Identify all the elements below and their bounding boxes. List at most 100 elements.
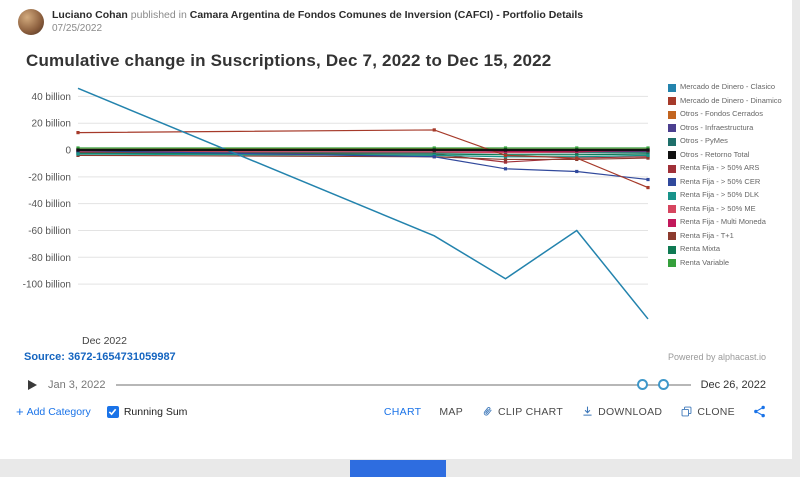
- tab-chart[interactable]: CHART: [384, 406, 421, 418]
- svg-text:40 billion: 40 billion: [32, 92, 71, 103]
- legend-item[interactable]: Renta Variable: [668, 257, 788, 267]
- svg-text:-20 billion: -20 billion: [28, 172, 71, 183]
- plus-icon: +: [16, 403, 24, 419]
- legend-item[interactable]: Otros - PyMes: [668, 136, 788, 146]
- download-button[interactable]: DOWNLOAD: [581, 405, 662, 418]
- legend-label: Otros - Infraestructura: [680, 122, 754, 132]
- running-sum-label: Running Sum: [123, 405, 188, 418]
- published-in-text: published in: [130, 9, 187, 21]
- legend-item[interactable]: Renta Fija - > 50% ARS: [668, 163, 788, 173]
- svg-text:-80 billion: -80 billion: [28, 253, 71, 264]
- clip-chart-label: CLIP CHART: [498, 405, 564, 418]
- svg-text:-100 billion: -100 billion: [23, 280, 71, 291]
- legend-item[interactable]: Renta Fija - T+1: [668, 230, 788, 240]
- toolbar-right: CHART MAP CLIP CHART DOWNLOAD: [384, 405, 766, 418]
- legend-label: Otros - PyMes: [680, 136, 728, 145]
- toolbar-left: + Add Category Running Sum: [16, 403, 188, 419]
- legend-swatch: [668, 164, 676, 173]
- svg-text:-60 billion: -60 billion: [28, 226, 71, 237]
- legend-item[interactable]: Otros - Infraestructura: [668, 122, 788, 132]
- legend-swatch: [668, 178, 676, 186]
- publish-date: 07/25/2022: [52, 23, 103, 34]
- legend-label: Renta Variable: [680, 257, 730, 267]
- header: Luciano Cohan published in Camara Argent…: [0, 0, 792, 35]
- running-sum-toggle[interactable]: Running Sum: [106, 405, 188, 418]
- legend-swatch: [668, 124, 676, 132]
- legend-swatch: [668, 97, 676, 105]
- legend-item[interactable]: Renta Fija - > 50% CER: [668, 176, 788, 186]
- legend-label: Renta Fija - Multi Moneda: [680, 217, 766, 226]
- legend-item[interactable]: Renta Fija - > 50% DLK: [668, 190, 788, 200]
- tab-map[interactable]: MAP: [439, 406, 463, 418]
- add-category-button[interactable]: + Add Category: [16, 403, 91, 419]
- clip-chart-button[interactable]: CLIP CHART: [481, 405, 563, 418]
- svg-text:Dec 2022: Dec 2022: [82, 335, 127, 347]
- clone-icon: [681, 406, 692, 417]
- legend-label: Renta Fija - > 50% DLK: [680, 190, 759, 199]
- timeline-track-line: [115, 384, 691, 386]
- legend-item[interactable]: Renta Mixta: [668, 244, 788, 254]
- paperclip-icon: [483, 407, 492, 416]
- legend-swatch: [668, 137, 676, 146]
- legend-item[interactable]: Renta Fija - Multi Moneda: [668, 217, 788, 227]
- chart-area: 40 billion 20 billion 0 -20 billion -40 bill…: [16, 75, 792, 351]
- chart-card: Luciano Cohan published in Camara Argent…: [0, 0, 792, 459]
- legend-label: Renta Mixta: [680, 244, 721, 253]
- timeline-handle-start[interactable]: [636, 379, 648, 390]
- avatar[interactable]: [18, 9, 44, 35]
- check-icon: [109, 408, 117, 416]
- legend-label: Otros - Retorno Total: [680, 149, 750, 159]
- timeline-end-label: Dec 26, 2022: [700, 379, 766, 391]
- bottom-progress-bar[interactable]: [350, 460, 446, 477]
- svg-text:20 billion: 20 billion: [32, 119, 71, 130]
- line-chart[interactable]: 40 billion 20 billion 0 -20 billion -40 bill…: [16, 75, 664, 349]
- toolbar: + Add Category Running Sum CHART: [16, 405, 766, 418]
- legend-label: Renta Fija - > 50% ME: [680, 203, 756, 213]
- legend-swatch: [668, 218, 676, 227]
- svg-text:0: 0: [65, 146, 71, 157]
- source-row: Source: 3672-1654731059987 Powered by al…: [24, 351, 766, 363]
- legend-swatch: [668, 232, 676, 240]
- legend-item[interactable]: Renta Fija - > 50% ME: [668, 203, 788, 213]
- running-sum-checkbox[interactable]: [106, 405, 119, 418]
- legend-label: Renta Fija - > 50% ARS: [680, 163, 760, 172]
- timeline-handle-end[interactable]: [657, 379, 669, 390]
- legend-swatch: [668, 205, 676, 213]
- legend-item[interactable]: Mercado de Dinero - Clasico: [668, 82, 788, 92]
- legend: Mercado de Dinero - Clasico Mercado de Di…: [668, 82, 788, 272]
- legend-label: Renta Fija - > 50% CER: [680, 176, 761, 186]
- add-category-label: Add Category: [26, 405, 91, 418]
- legend-item[interactable]: Mercado de Dinero - Dinamico: [668, 95, 788, 105]
- source-link[interactable]: Source: 3672-1654731059987: [24, 351, 176, 363]
- tab-chart-label: CHART: [383, 405, 422, 418]
- timeline-start-label: Jan 3, 2022: [48, 379, 106, 391]
- legend-item[interactable]: Otros - Fondos Cerrados: [668, 109, 788, 119]
- chart-title: Cumulative change in Suscriptions, Dec 7…: [26, 51, 552, 70]
- play-button[interactable]: [26, 379, 38, 391]
- author-name[interactable]: Luciano Cohan: [52, 9, 128, 21]
- legend-swatch: [668, 259, 676, 267]
- legend-swatch: [668, 151, 676, 159]
- legend-label: Mercado de Dinero - Clasico: [680, 82, 776, 91]
- clone-button[interactable]: CLONE: [680, 405, 735, 418]
- tab-map-label: MAP: [439, 405, 464, 418]
- legend-label: Renta Fija - T+1: [680, 230, 734, 240]
- byline: Luciano Cohan published in Camara Argent…: [52, 9, 583, 22]
- svg-text:-40 billion: -40 billion: [28, 199, 71, 210]
- download-label: DOWNLOAD: [598, 405, 663, 418]
- legend-item[interactable]: Otros - Retorno Total: [668, 149, 788, 159]
- download-icon: [583, 406, 592, 416]
- legend-label: Otros - Fondos Cerrados: [680, 109, 763, 118]
- legend-swatch: [668, 110, 676, 119]
- timeline-track[interactable]: [115, 378, 691, 392]
- legend-swatch: [668, 245, 676, 254]
- clone-label: CLONE: [697, 405, 735, 418]
- powered-by-link[interactable]: Powered by alphacast.io: [667, 352, 766, 362]
- header-text: Luciano Cohan published in Camara Argent…: [52, 9, 583, 34]
- legend-swatch: [668, 83, 676, 92]
- publication-name[interactable]: Camara Argentina de Fondos Comunes de In…: [189, 9, 584, 21]
- share-icon[interactable]: [753, 405, 766, 418]
- timeline: Jan 3, 2022 Dec 26, 2022: [26, 377, 766, 393]
- legend-label: Mercado de Dinero - Dinamico: [680, 95, 782, 105]
